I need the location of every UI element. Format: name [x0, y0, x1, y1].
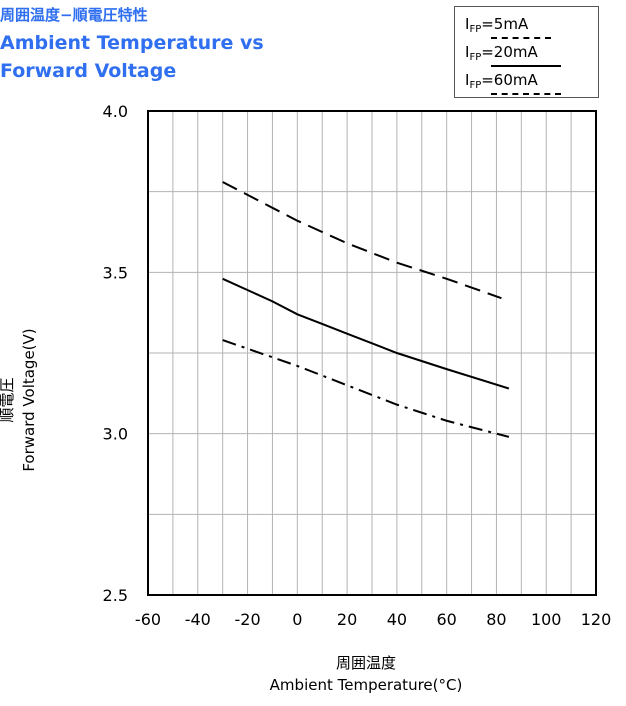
series-line-dashdot — [222, 339, 510, 438]
legend-swatch-solid — [491, 65, 561, 67]
y-axis-label: 順電圧 Forward Voltage(V) — [0, 250, 40, 550]
legend-swatch-dashdot — [491, 37, 551, 39]
x-tick-label: 60 — [436, 610, 456, 629]
y-tick-label: 2.5 — [103, 586, 128, 605]
chart-title-en-line2: Forward Voltage — [0, 60, 177, 82]
y-axis-label-jp: 順電圧 — [0, 377, 16, 423]
legend-swatch-dashed — [491, 93, 561, 95]
legend: IFP=5mA IFP=20mA IFP=60mA — [454, 6, 599, 98]
legend-label-base: I — [465, 71, 470, 89]
legend-label-base: I — [465, 43, 470, 61]
y-axis-label-en: Forward Voltage(V) — [20, 328, 38, 472]
x-axis-label-en: Ambient Temperature(°C) — [269, 676, 463, 694]
x-tick-label: 120 — [581, 610, 612, 629]
x-tick-label: 40 — [387, 610, 407, 629]
x-tick-label: -60 — [135, 610, 161, 629]
legend-label-sub: FP — [469, 80, 482, 91]
legend-item-20ma: IFP=20mA — [465, 43, 561, 67]
chart-title-en-line1: Ambient Temperature vs — [0, 32, 264, 54]
x-tick-label: 100 — [531, 610, 562, 629]
x-tick-label: 80 — [486, 610, 506, 629]
series-line-dashed — [222, 181, 502, 300]
y-tick-label: 3.5 — [103, 263, 128, 282]
x-axis-label: 周囲温度 Ambient Temperature(°C) — [231, 652, 501, 696]
legend-label-suffix: =5mA — [481, 15, 529, 33]
x-tick-label: -20 — [234, 610, 260, 629]
plot-frame — [147, 110, 597, 596]
legend-label-suffix: =60mA — [481, 71, 538, 89]
series-line-solid — [222, 277, 510, 390]
legend-label-sub: FP — [469, 24, 482, 35]
y-tick-label: 3.0 — [103, 425, 128, 444]
legend-label-sub: FP — [469, 52, 482, 63]
x-tick-label: 0 — [292, 610, 302, 629]
legend-label-base: I — [465, 15, 470, 33]
chart-title-jp: 周囲温度−順電圧特性 — [0, 6, 148, 24]
x-axis-label-jp: 周囲温度 — [335, 654, 396, 672]
legend-item-60ma: IFP=60mA — [465, 71, 561, 95]
y-tick-label: 4.0 — [103, 102, 128, 121]
legend-label-suffix: =20mA — [481, 43, 538, 61]
legend-item-5ma: IFP=5mA — [465, 15, 551, 39]
x-tick-label: -40 — [185, 610, 211, 629]
x-tick-label: 20 — [337, 610, 357, 629]
